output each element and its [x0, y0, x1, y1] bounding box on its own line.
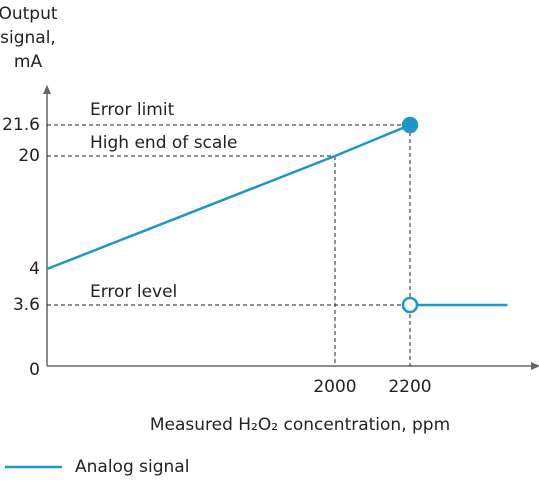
x-tick-label: 2000 — [313, 377, 356, 397]
y-tick-label: 4 — [29, 259, 40, 279]
y-tick-label: 0 — [29, 360, 40, 380]
point-marker — [401, 116, 419, 134]
y-axis-label: signal, — [0, 28, 56, 48]
y-tick-label: 21.6 — [2, 115, 40, 135]
series-line — [46, 123, 411, 271]
annotation: Error limit — [90, 100, 175, 120]
annotation: High end of scale — [90, 133, 238, 153]
y-axis-label: mA — [14, 52, 43, 72]
y-axis-label: Output — [0, 4, 58, 24]
annotation: Error level — [90, 282, 177, 302]
x-tick-label: 2200 — [388, 377, 431, 397]
legend-label: Analog signal — [75, 457, 189, 477]
point-marker — [401, 296, 419, 314]
y-tick-label: 20 — [18, 146, 40, 166]
x-axis-label: Measured H₂O₂ concentration, ppm — [150, 415, 450, 435]
y-tick-label: 3.6 — [13, 295, 40, 315]
